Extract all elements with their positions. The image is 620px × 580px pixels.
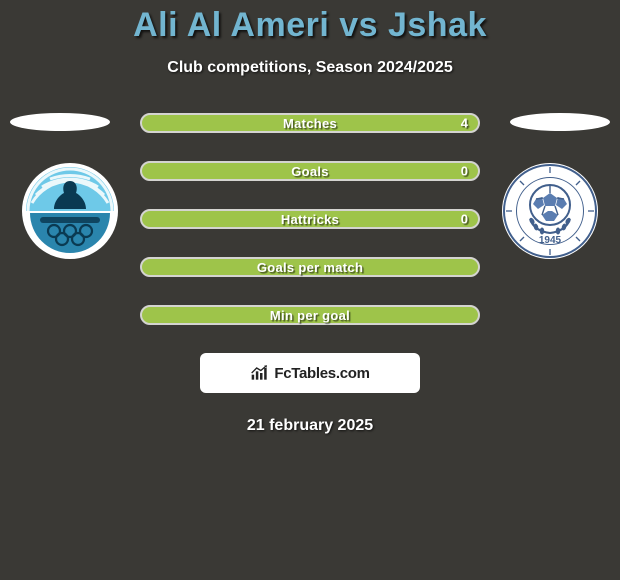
stats-list: Matches 4 Goals 0 Hattricks 0 Goals per … — [140, 113, 480, 325]
stat-right-value: 0 — [461, 164, 468, 179]
page-title: Ali Al Ameri vs Jshak — [0, 0, 620, 45]
stat-row-min-per-goal: Min per goal — [140, 305, 480, 325]
stat-right-value: 4 — [461, 116, 468, 131]
stat-row-hattricks: Hattricks 0 — [140, 209, 480, 229]
club-badge-left — [20, 161, 120, 261]
player-name-placeholder-left — [10, 113, 110, 131]
club-badge-left-svg — [20, 161, 120, 261]
stat-right-value: 0 — [461, 212, 468, 227]
club-badge-right: 1945 — [500, 161, 600, 261]
content-area: 1945 Matches 4 Goals 0 Hattricks 0 Goals… — [0, 113, 620, 435]
badge-right-year: 1945 — [539, 235, 562, 246]
chart-icon — [250, 364, 270, 382]
stat-row-goals: Goals 0 — [140, 161, 480, 181]
player-name-placeholder-right — [510, 113, 610, 131]
subtitle: Club competitions, Season 2024/2025 — [0, 59, 620, 77]
stat-label: Goals per match — [257, 260, 363, 275]
stat-label: Hattricks — [281, 212, 339, 227]
stat-label: Min per goal — [270, 308, 350, 323]
club-badge-right-svg: 1945 — [500, 161, 600, 261]
stat-label: Goals — [291, 164, 329, 179]
brand-box[interactable]: FcTables.com — [200, 353, 420, 393]
stat-row-matches: Matches 4 — [140, 113, 480, 133]
stat-label: Matches — [283, 116, 337, 131]
stat-row-goals-per-match: Goals per match — [140, 257, 480, 277]
footer-date: 21 february 2025 — [0, 417, 620, 435]
brand-text: FcTables.com — [274, 365, 369, 382]
